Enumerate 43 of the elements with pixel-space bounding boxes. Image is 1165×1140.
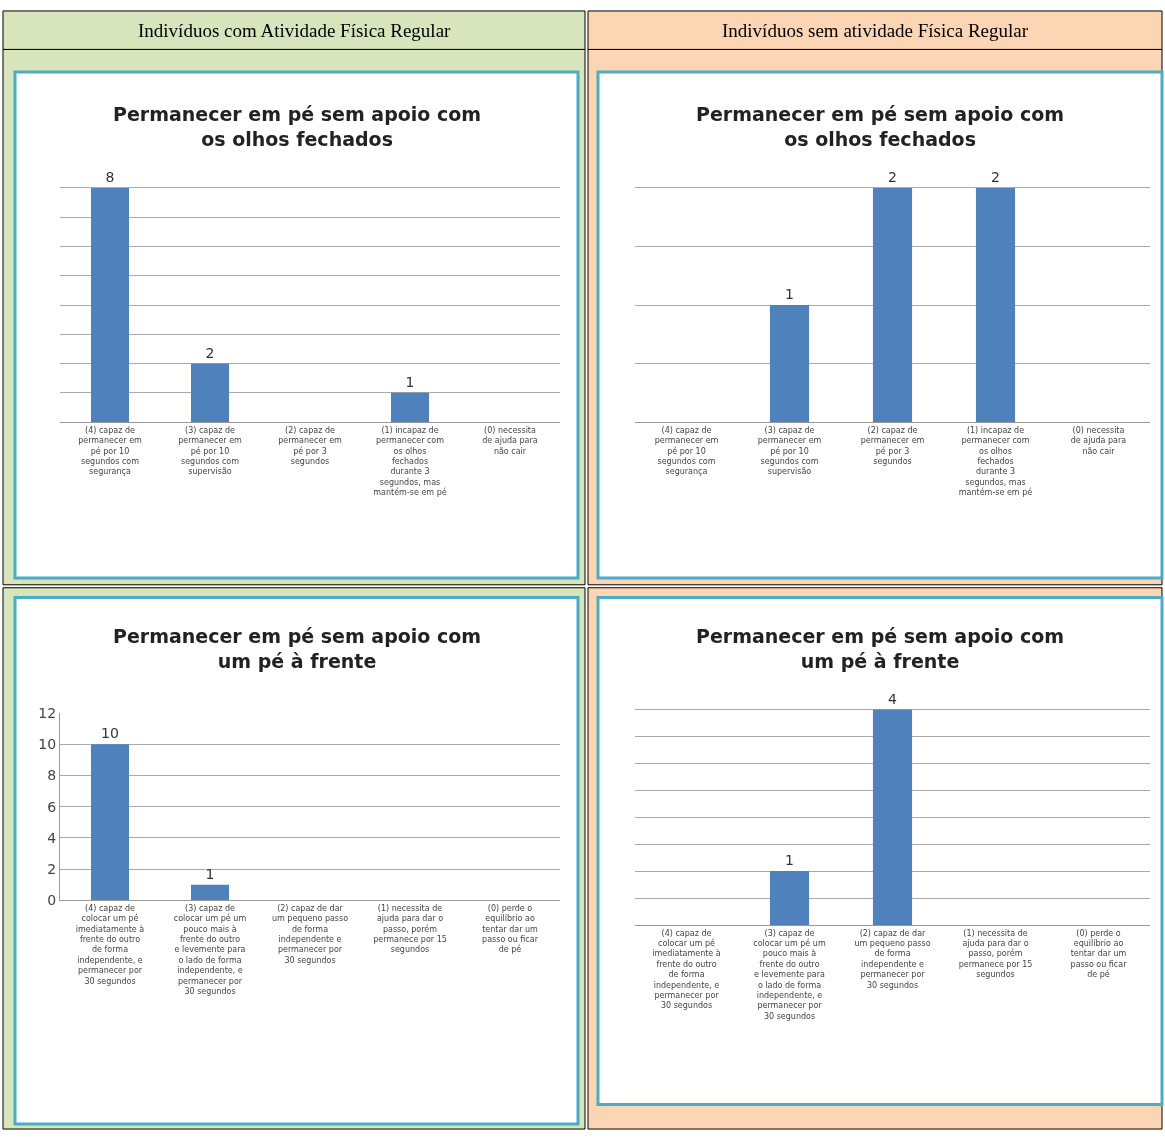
x-tick-label: (4) capaz de colocar um pé imediatamente à frente do outro de forma independente, e permanecer por 30 segundos bbox=[652, 928, 721, 1011]
x-tick-label: (1) incapaz de permanecer com os olhos fechados durante 3 segundos, mas mantém-se em pé bbox=[958, 425, 1033, 498]
x-tick-label: (1) incapaz de permanecer com os olhos fechados durante 3 segundos, mas mantém-se em pé bbox=[373, 425, 447, 498]
chart-title: Permanecer em pé sem apoio com um pé à frente bbox=[113, 625, 482, 672]
x-tick-label: (0) necessita de ajuda para não cair bbox=[1070, 425, 1127, 456]
x-tick-label: (2) capaz de dar um pequeno passo de forma independente e permanecer por 30 segundos bbox=[271, 903, 349, 965]
data-label: 1 bbox=[405, 373, 415, 390]
y-tick-label: 10 bbox=[38, 736, 57, 753]
y-tick-label: 6 bbox=[47, 798, 57, 815]
x-tick-label: (4) capaz de permanecer em pé por 10 segundos com segurança bbox=[654, 425, 719, 477]
category-label: (3) capaz de colocar um pé um pouco mais à frente do outro e levemente para o lado de forma independente, e permanecer por 30 segundos bbox=[753, 928, 826, 1021]
x-tick-label: (0) perde o equilíbrio ao tentar dar um passo ou ficar de pé bbox=[482, 903, 539, 955]
x-tick-label: (1) necessita de ajuda para dar o passo, porém permanece por 15 segundos bbox=[373, 903, 447, 955]
x-tick-label: (1) necessita de ajuda para dar o passo, porém permanece por 15 segundos bbox=[958, 928, 1033, 980]
x-tick-label: (2) capaz de permanecer em pé por 3 segundos bbox=[278, 425, 343, 466]
data-label: 1 bbox=[785, 852, 794, 869]
y-tick-label: 8 bbox=[47, 767, 57, 784]
x-tick-label: (4) capaz de colocar um pé imediatamente à frente do outro de forma independente, e permanecer por 30 segundos bbox=[75, 903, 145, 986]
category-label: (3) capaz de colocar um pé um pouco mais à frente do outro e levemente para o lado de forma independente, e permanecer por 30 segundos bbox=[173, 903, 247, 997]
text: Indivíduos sem atividade Física Regular bbox=[722, 20, 1029, 41]
x-tick-label: (2) capaz de permanecer em pé por 3 segundos bbox=[860, 425, 925, 466]
chart-title: Permanecer em pé sem apoio com os olhos fechados bbox=[696, 103, 1065, 150]
data-label: 1 bbox=[785, 286, 794, 303]
data-label: 2 bbox=[991, 168, 1000, 185]
x-tick-label: (3) capaz de permanecer em pé por 10 segundos com supervisão bbox=[178, 425, 243, 477]
y-tick-label: 12 bbox=[38, 704, 57, 721]
data-label: 8 bbox=[105, 168, 115, 185]
x-tick-label: (0) necessita de ajuda para não cair bbox=[482, 425, 538, 456]
y-tick-label: 0 bbox=[47, 892, 57, 909]
y-tick-label: 2 bbox=[47, 860, 57, 877]
data-label: 2 bbox=[205, 344, 215, 361]
data-label: 10 bbox=[101, 725, 119, 742]
chart-title: Permanecer em pé sem apoio com um pé à frente bbox=[696, 625, 1065, 672]
data-label: 2 bbox=[888, 168, 897, 185]
x-tick-label: (0) perde o equilíbrio ao tentar dar um passo ou ficar de pé bbox=[1070, 928, 1128, 980]
x-tick-label: (4) capaz de permanecer em pé por 10 segundos com segurança bbox=[78, 425, 143, 477]
x-tick-label: (3) capaz de permanecer em pé por 10 segundos com supervisão bbox=[757, 425, 822, 477]
data-label: 1 bbox=[205, 865, 215, 882]
x-tick-label: (2) capaz de dar um pequeno passo de forma independente e permanecer por 30 segundos bbox=[854, 928, 931, 990]
data-label: 4 bbox=[888, 690, 897, 707]
y-tick-label: 4 bbox=[47, 829, 57, 846]
text: Indivíduos com Atividade Física Regular bbox=[138, 20, 452, 41]
chart-title: Permanecer em pé sem apoio com os olhos fechados bbox=[113, 103, 482, 150]
